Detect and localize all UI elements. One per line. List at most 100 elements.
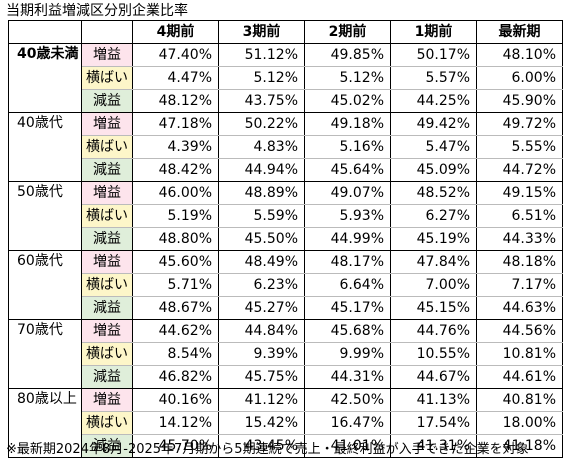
table-cell: 47.84% — [390, 250, 477, 274]
table-row: 減益 48.67% 45.27% 45.17% 45.15% 44.63% — [9, 296, 563, 320]
table-cell: 44.25% — [390, 89, 477, 113]
table-cell: 16.47% — [304, 411, 391, 435]
table-cell: 48.67% — [132, 296, 219, 320]
table-cell: 48.89% — [218, 181, 305, 205]
table-cell: 41.18% — [476, 434, 563, 458]
row-label-inc: 増益 — [81, 250, 133, 274]
row-label-dec: 減益 — [81, 434, 133, 458]
row-label-dec: 減益 — [81, 365, 133, 389]
table-cell: 44.62% — [132, 319, 219, 343]
table-row: 減益 48.80% 45.50% 44.99% 45.19% 44.33% — [9, 227, 563, 251]
table-cell: 5.47% — [390, 135, 477, 159]
row-label-inc: 増益 — [81, 43, 133, 67]
table-cell: 44.33% — [476, 227, 563, 251]
table-cell: 47.40% — [132, 43, 219, 67]
table-cell: 44.76% — [390, 319, 477, 343]
table-cell: 6.00% — [476, 66, 563, 90]
table-cell: 44.84% — [218, 319, 305, 343]
row-label-inc: 増益 — [81, 181, 133, 205]
age-group-label: 50歳代 — [8, 181, 82, 251]
table-cell: 5.71% — [132, 273, 219, 297]
table-cell: 44.94% — [218, 158, 305, 182]
table-cell: 49.18% — [304, 112, 391, 136]
table-row: 横ばい 5.71% 6.23% 6.64% 7.00% 7.17% — [9, 273, 563, 297]
table-cell: 47.18% — [132, 112, 219, 136]
table-cell: 18.00% — [476, 411, 563, 435]
table-cell: 48.18% — [476, 250, 563, 274]
row-label-flat: 横ばい — [81, 66, 133, 90]
table-cell: 49.85% — [304, 43, 391, 67]
table-cell: 10.55% — [390, 342, 477, 366]
table-cell: 41.01% — [304, 434, 391, 458]
table-row: 横ばい 14.12% 15.42% 16.47% 17.54% 18.00% — [9, 411, 563, 435]
table-cell: 40.81% — [476, 388, 563, 412]
row-label-inc: 増益 — [81, 112, 133, 136]
footnote: ※最新期2024年8月-2025年7月期から5期連続で売上・最終利益が入手できた… — [6, 442, 529, 457]
row-label-flat: 横ばい — [81, 135, 133, 159]
table-cell: 41.13% — [390, 388, 477, 412]
table-row: 横ばい 4.39% 4.83% 5.16% 5.47% 5.55% — [9, 135, 563, 159]
table-cell: 5.19% — [132, 204, 219, 228]
table-cell: 48.52% — [390, 181, 477, 205]
table-cell: 48.12% — [132, 89, 219, 113]
table-cell: 45.68% — [304, 319, 391, 343]
table-cell: 5.93% — [304, 204, 391, 228]
table-cell: 44.61% — [476, 365, 563, 389]
table-cell: 45.02% — [304, 89, 391, 113]
table-cell: 49.72% — [476, 112, 563, 136]
age-group-label: 70歳代 — [8, 319, 82, 389]
row-label-flat: 横ばい — [81, 204, 133, 228]
table-cell: 9.39% — [218, 342, 305, 366]
row-label-inc: 増益 — [81, 388, 133, 412]
table-cell: 46.00% — [132, 181, 219, 205]
table-cell: 41.12% — [218, 388, 305, 412]
table-cell: 50.22% — [218, 112, 305, 136]
age-group-label: 40歳未満 — [8, 43, 82, 113]
table-cell: 45.60% — [132, 250, 219, 274]
table-cell: 45.70% — [132, 434, 219, 458]
table-cell: 6.64% — [304, 273, 391, 297]
table-cell: 9.99% — [304, 342, 391, 366]
table-cell: 5.12% — [304, 66, 391, 90]
table-cell: 48.80% — [132, 227, 219, 251]
table-row: 横ばい 8.54% 9.39% 9.99% 10.55% 10.81% — [9, 342, 563, 366]
row-label-dec: 減益 — [81, 296, 133, 320]
table-cell: 17.54% — [390, 411, 477, 435]
table-cell: 5.16% — [304, 135, 391, 159]
table-cell: 50.17% — [390, 43, 477, 67]
table-cell: 48.10% — [476, 43, 563, 67]
table-cell: 49.42% — [390, 112, 477, 136]
table-row: 40歳未満 増益 47.40% 51.12% 49.85% 50.17% 48.10% — [8, 43, 563, 113]
table-cell: 6.23% — [218, 273, 305, 297]
column-header: 最新期 — [476, 20, 563, 44]
row-label-flat: 横ばい — [81, 273, 133, 297]
table-row: 横ばい 5.19% 5.59% 5.93% 6.27% 6.51% — [9, 204, 563, 228]
table-row: 横ばい 4.47% 5.12% 5.12% 5.57% 6.00% — [9, 66, 563, 90]
table-cell: 7.17% — [476, 273, 563, 297]
table-cell: 45.27% — [218, 296, 305, 320]
table-row: 減益 48.42% 44.94% 45.64% 45.09% 44.72% — [9, 158, 563, 182]
table-cell: 6.51% — [476, 204, 563, 228]
table-cell: 48.42% — [132, 158, 219, 182]
table-row: 減益 46.82% 45.75% 44.31% 44.67% 44.61% — [9, 365, 563, 389]
table-cell: 44.31% — [304, 365, 391, 389]
table-cell: 46.82% — [132, 365, 219, 389]
profit-change-table: 4期前 3期前 2期前 1期前 最新期 40歳未満 増益 47.40% 51.12% 4… — [8, 20, 563, 458]
table-cell: 43.45% — [218, 434, 305, 458]
table-row: 50歳代 増益 46.00% 48.89% 49.07% 48.52% 49.15% — [8, 181, 563, 251]
header-label-col — [81, 20, 133, 44]
table-title: 当期利益増減区分別企業比率 — [6, 3, 188, 19]
table-cell: 44.99% — [304, 227, 391, 251]
header-corner — [8, 20, 82, 44]
table-cell: 49.15% — [476, 181, 563, 205]
table-cell: 4.47% — [132, 66, 219, 90]
row-label-flat: 横ばい — [81, 411, 133, 435]
table-row: 40歳代 増益 47.18% 50.22% 49.18% 49.42% 49.72% — [8, 112, 563, 182]
table-row: 70歳代 増益 44.62% 44.84% 45.68% 44.76% 44.56% — [8, 319, 563, 389]
age-group-label: 40歳代 — [8, 112, 82, 182]
table-cell: 41.31% — [390, 434, 477, 458]
column-header: 3期前 — [218, 20, 305, 44]
table-body: 40歳未満 増益 47.40% 51.12% 49.85% 50.17% 48.10% 横ばい… — [8, 43, 563, 458]
table-cell: 45.64% — [304, 158, 391, 182]
table-cell: 6.27% — [390, 204, 477, 228]
